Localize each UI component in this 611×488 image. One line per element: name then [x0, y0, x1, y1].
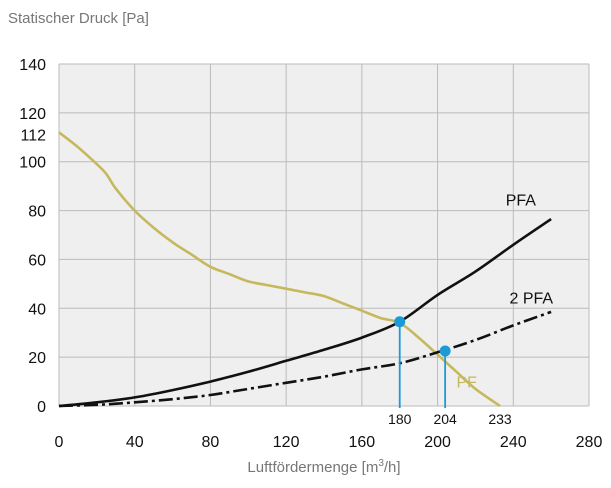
x-annotation-233: 233 [488, 411, 512, 427]
x-tick-40: 40 [126, 434, 144, 451]
y-tick-60: 60 [28, 252, 46, 269]
x-tick-280: 280 [576, 434, 603, 451]
y-tick-100: 100 [19, 155, 46, 172]
series-label-pf: PF [457, 375, 478, 392]
y-tick-40: 40 [28, 301, 46, 318]
series-label-2-pfa: 2 PFA [510, 290, 554, 307]
x-tick-labels: 0 40 80 120 160 200 240 280 [55, 434, 603, 451]
y-tick-112: 112 [20, 127, 46, 144]
series-line-2-pfa [58, 310, 552, 408]
x-axis-title: Luftfördermenge [m3/h] [247, 458, 400, 476]
x-tick-80: 80 [202, 434, 220, 451]
y-axis-title: Statischer Druck [Pa] [8, 10, 149, 27]
operating-points [394, 316, 451, 408]
x-tick-200: 200 [424, 434, 451, 451]
y-tick-120: 120 [19, 106, 46, 123]
series-label-pfa: PFA [506, 193, 537, 210]
x-tick-120: 120 [273, 434, 300, 451]
x-annotations: 180 204 233 [388, 411, 512, 427]
x-annotation-204: 204 [433, 411, 457, 427]
y-tick-80: 80 [28, 204, 46, 221]
x-tick-0: 0 [55, 434, 64, 451]
operating-point-180 [394, 316, 406, 328]
x-tick-160: 160 [349, 434, 376, 451]
plot-area [59, 64, 589, 406]
y-tick-labels: 0 20 40 60 80 100 120 140 112 [19, 57, 46, 416]
series-group [58, 131, 552, 408]
x-tick-240: 240 [500, 434, 527, 451]
y-tick-140: 140 [19, 57, 46, 74]
operating-point-204 [439, 345, 451, 357]
series-labels: PF PFA 2 PFA [457, 193, 554, 392]
grid [58, 63, 590, 407]
series-line-pfa [58, 218, 552, 408]
x-annotation-180: 180 [388, 411, 412, 427]
y-tick-0: 0 [37, 399, 46, 416]
series-line-pf [58, 131, 501, 408]
y-tick-20: 20 [28, 350, 46, 367]
